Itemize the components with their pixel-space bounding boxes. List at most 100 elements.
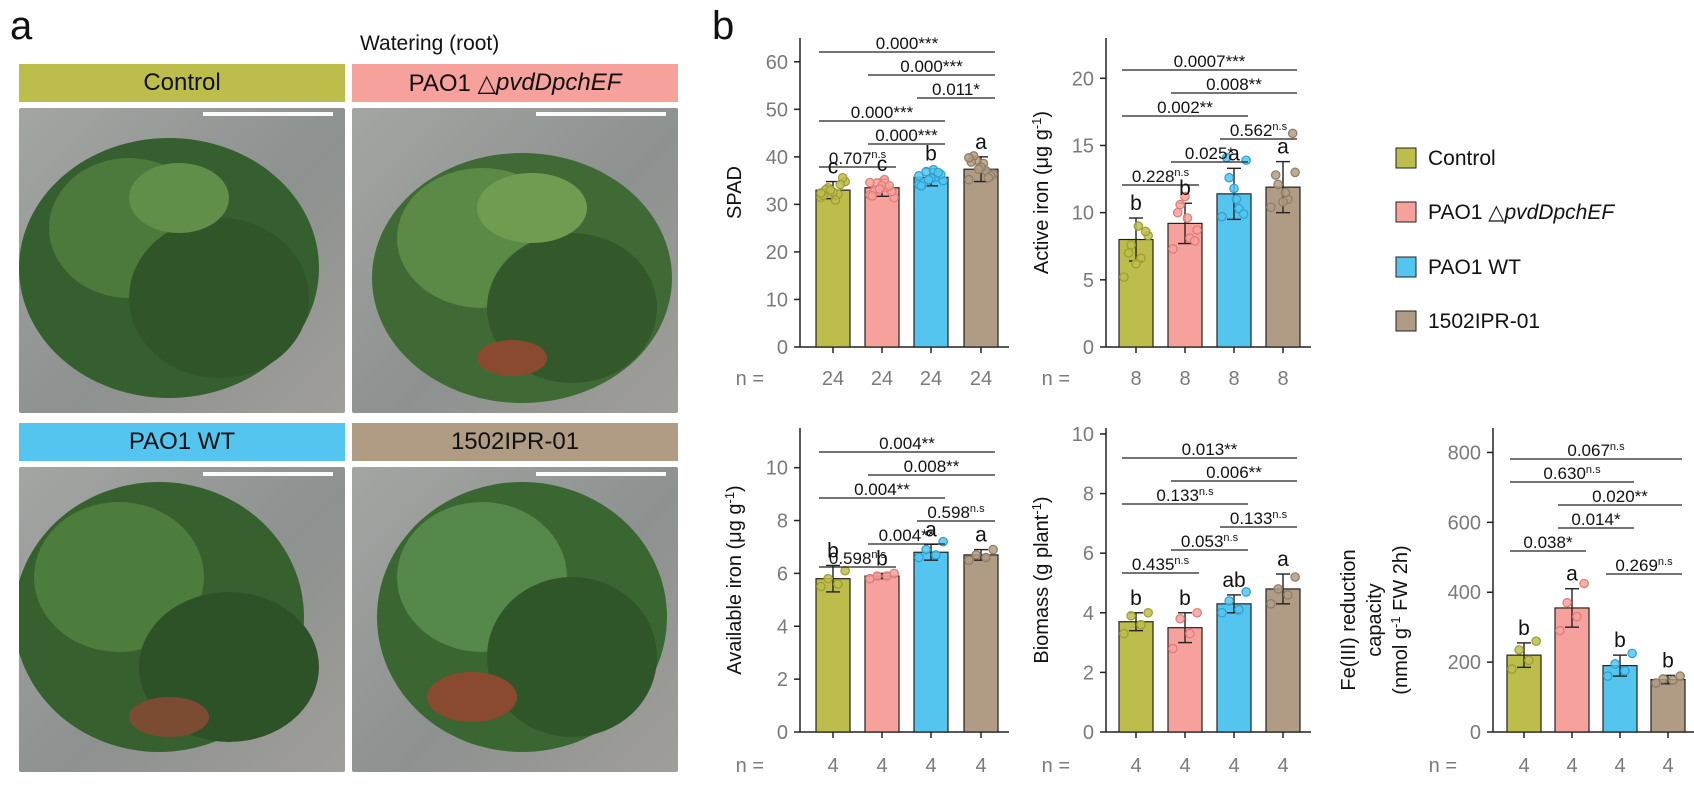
- comparison-label: 0.133n.s: [1230, 509, 1288, 528]
- data-point: [1287, 128, 1298, 139]
- legend-swatch-pao1-wt: [1395, 256, 1417, 278]
- significance-mark: **: [1249, 463, 1263, 482]
- p-value: 0.133: [1230, 509, 1273, 528]
- treatment-bar-1502ipr01: 1502IPR-01: [352, 423, 678, 461]
- n-value: 4: [827, 755, 838, 777]
- treatment-bar-pao1-wt: PAO1 WT: [19, 423, 345, 461]
- data-point: [1133, 221, 1144, 231]
- significance-mark: **: [1224, 440, 1238, 459]
- y-axis-title-sup: -1: [1029, 503, 1044, 515]
- significance-letter: a: [1277, 548, 1289, 571]
- bar-4: [1265, 588, 1301, 733]
- p-value: 0.000: [900, 57, 943, 76]
- scale-bar: [536, 472, 666, 476]
- y-axis-title-text: Biomass (g plant: [1031, 514, 1053, 663]
- p-value: 0.008: [1206, 75, 1249, 94]
- significance-mark: ***: [943, 57, 963, 76]
- n-value: 8: [1130, 368, 1141, 390]
- p-value: 0.025: [1185, 144, 1228, 163]
- significance-mark: *: [1227, 144, 1234, 163]
- y-axis-title-part: (nmol g: [1390, 628, 1412, 695]
- n-value: 4: [1614, 755, 1625, 777]
- significance-letter: c: [877, 153, 888, 176]
- comparison-label: 0.598n.s: [829, 549, 887, 568]
- y-tick-label: 600: [1448, 512, 1481, 534]
- data-point: [1168, 643, 1178, 654]
- y-axis-title: SPAD: [724, 166, 746, 219]
- data-point: [1241, 155, 1251, 166]
- comparison-label: 0.598n.s: [927, 503, 985, 522]
- data-point: [923, 174, 934, 185]
- n-value: 4: [1228, 755, 1239, 777]
- data-point: [1182, 213, 1193, 223]
- y-tick-label: 4: [777, 616, 788, 638]
- significance-mark: n.s: [871, 549, 886, 561]
- y-tick-label: 8: [1083, 484, 1094, 506]
- significance-mark: *: [973, 80, 980, 99]
- p-value: 0.630: [1543, 464, 1586, 483]
- y-tick-label: 60: [766, 52, 788, 74]
- p-value: 0.002: [1157, 98, 1200, 117]
- significance-letter: ab: [1222, 569, 1245, 592]
- significance-mark: **: [1200, 98, 1214, 117]
- comparison-label: 0.0007***: [1174, 52, 1246, 71]
- data-point: [1172, 207, 1183, 218]
- y-axis-title: Active iron (μg g-1): [1029, 111, 1054, 274]
- p-value: 0.053: [1181, 532, 1224, 551]
- bar-4: [1265, 186, 1301, 348]
- p-value: 0.008: [904, 457, 947, 476]
- significance-mark: n.s: [970, 503, 985, 515]
- watering-root-title: Watering (root): [360, 32, 500, 55]
- y-tick-label: 10: [766, 289, 788, 311]
- n-value: 24: [970, 368, 992, 390]
- data-point: [1266, 599, 1276, 609]
- data-point: [981, 552, 991, 563]
- p-value: 0.133: [1156, 486, 1199, 505]
- significance-letter: a: [975, 131, 987, 154]
- p-value: 0.000: [851, 103, 894, 122]
- y-tick-label: 400: [1448, 582, 1481, 604]
- data-point: [1280, 187, 1291, 198]
- significance-mark: n.s: [1199, 486, 1214, 498]
- significance-letter: b: [1130, 587, 1142, 610]
- p-value: 0.067: [1567, 441, 1610, 460]
- significance-letter: a: [975, 524, 987, 547]
- data-point: [1126, 610, 1136, 621]
- p-value: 0.013: [1182, 440, 1225, 459]
- data-point: [964, 152, 974, 163]
- treatment-label: PAO1 △: [408, 69, 496, 97]
- p-value: 0.011: [932, 80, 973, 99]
- comparison-label: 0.004**: [854, 480, 910, 499]
- data-point: [973, 164, 984, 175]
- significance-letter: a: [925, 518, 937, 541]
- data-point: [1185, 628, 1195, 639]
- data-point: [1119, 628, 1129, 639]
- bar-2: [864, 575, 900, 733]
- legend-label-main: PAO1 △: [1428, 201, 1505, 224]
- legend-label-1502ipr01: 1502IPR-01: [1428, 310, 1540, 333]
- bar-4: [963, 554, 999, 733]
- data-point: [1140, 226, 1151, 237]
- y-tick-label: 0: [1083, 337, 1094, 359]
- data-point: [1217, 211, 1227, 222]
- p-value: 0.014: [1571, 510, 1614, 529]
- n-value: 24: [822, 368, 844, 390]
- p-value: 0.707: [829, 149, 872, 168]
- data-point: [1668, 675, 1678, 686]
- y-tick-label: 15: [1072, 135, 1094, 157]
- data-point: [1278, 197, 1288, 207]
- y-axis-title-part: FW 2h): [1390, 545, 1412, 616]
- n-value: 4: [1662, 755, 1673, 777]
- significance-mark: **: [1635, 487, 1649, 506]
- data-point: [1273, 179, 1283, 190]
- comparison-label: 0.707n.s: [829, 149, 887, 168]
- significance-letter: b: [1130, 192, 1142, 215]
- data-point: [1658, 674, 1668, 684]
- y-tick-label: 6: [777, 563, 788, 585]
- y-axis-title-sup: -1: [722, 492, 737, 504]
- significance-mark: n.s: [1272, 121, 1287, 133]
- comparison-label: 0.002**: [1157, 98, 1213, 117]
- y-tick-label: 6: [1083, 543, 1094, 565]
- data-point: [1507, 664, 1517, 674]
- data-point: [1192, 607, 1202, 618]
